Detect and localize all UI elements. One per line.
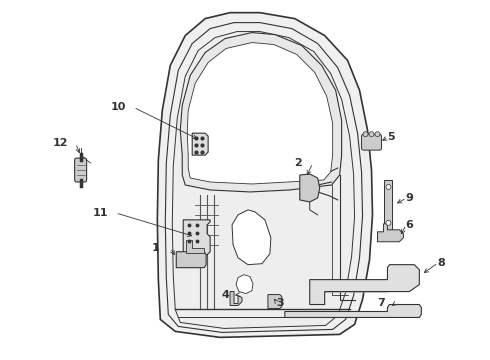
Text: 9: 9 xyxy=(405,193,413,203)
Circle shape xyxy=(386,220,391,225)
Text: 7: 7 xyxy=(378,297,385,307)
Text: 5: 5 xyxy=(388,132,395,142)
Text: 6: 6 xyxy=(405,220,413,230)
Polygon shape xyxy=(230,292,242,306)
Polygon shape xyxy=(165,23,363,332)
Text: 1: 1 xyxy=(151,243,159,253)
Text: 10: 10 xyxy=(111,102,126,112)
Text: 2: 2 xyxy=(294,158,302,168)
Polygon shape xyxy=(310,265,419,305)
Circle shape xyxy=(369,132,374,137)
Text: 12: 12 xyxy=(53,138,69,148)
FancyBboxPatch shape xyxy=(74,158,87,182)
Polygon shape xyxy=(183,220,210,255)
Polygon shape xyxy=(377,224,403,242)
Polygon shape xyxy=(268,294,282,309)
Polygon shape xyxy=(186,240,204,253)
Polygon shape xyxy=(232,210,271,265)
Polygon shape xyxy=(187,42,333,184)
Text: 4: 4 xyxy=(221,289,229,300)
Text: 3: 3 xyxy=(276,297,284,307)
Circle shape xyxy=(363,132,368,137)
Circle shape xyxy=(386,184,391,189)
Polygon shape xyxy=(176,252,206,268)
Polygon shape xyxy=(236,275,253,293)
Text: 11: 11 xyxy=(93,208,108,218)
Polygon shape xyxy=(192,133,208,155)
Polygon shape xyxy=(180,32,342,192)
Polygon shape xyxy=(285,305,421,318)
Polygon shape xyxy=(172,32,355,328)
Bar xyxy=(385,180,392,230)
Text: 8: 8 xyxy=(438,258,445,268)
FancyBboxPatch shape xyxy=(362,134,382,150)
Circle shape xyxy=(375,132,380,137)
Polygon shape xyxy=(157,13,372,337)
Polygon shape xyxy=(300,174,319,202)
